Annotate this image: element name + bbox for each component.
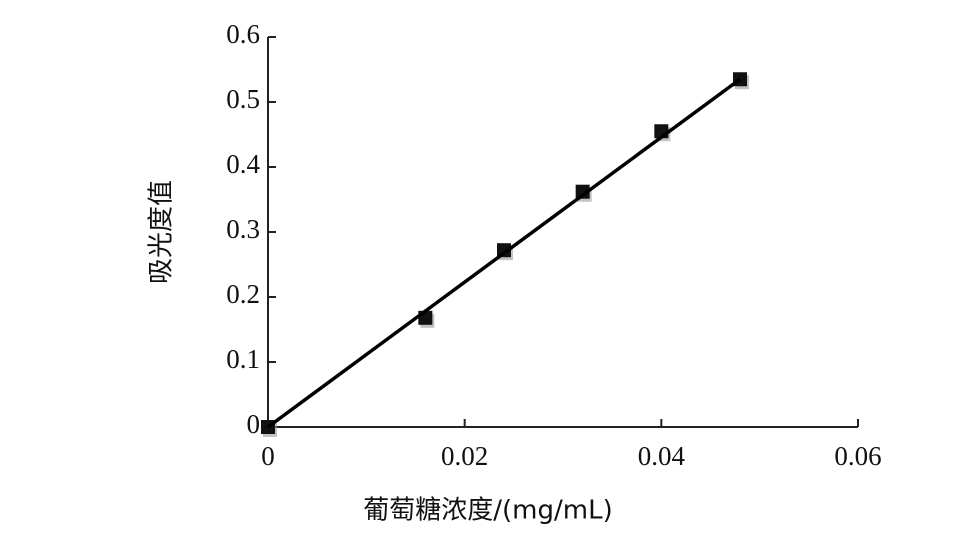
y-tick-label: 0.5 (226, 84, 260, 114)
y-tick-label: 0 (247, 409, 261, 439)
x-tick-label: 0.06 (834, 441, 881, 471)
x-axis-label: 葡萄糖浓度/(mg/mL) (363, 496, 612, 526)
y-axis-label: 吸光度值 (147, 180, 177, 284)
x-tick-label: 0.04 (638, 441, 686, 471)
x-tick-label: 0.02 (441, 441, 488, 471)
point (575, 184, 590, 199)
y-tick-label: 0.2 (226, 279, 260, 309)
y-tick-label: 0.3 (226, 214, 260, 244)
y-tick-label: 0.4 (226, 149, 260, 179)
fit-line (266, 77, 742, 429)
y-tick-label: 0.1 (226, 344, 260, 374)
y-tick-label: 0.6 (226, 19, 260, 49)
x-tick-label: 0 (261, 441, 275, 471)
